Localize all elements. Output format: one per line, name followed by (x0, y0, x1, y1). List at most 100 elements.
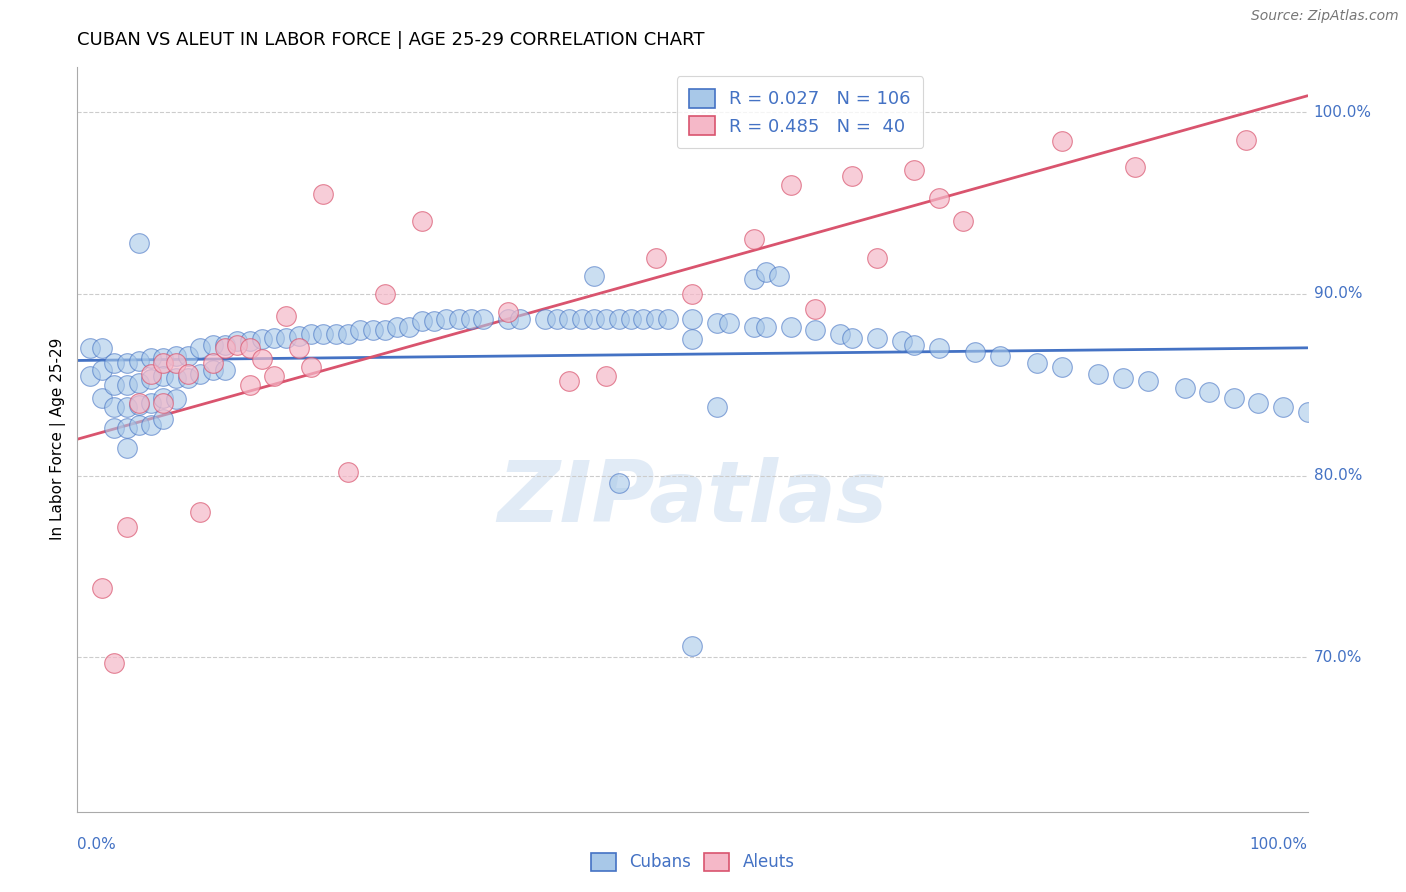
Point (682, 640, 704, 654)
Point (141, 372, 163, 386)
Point (682, 332, 704, 346)
Point (312, 187, 335, 202)
Point (644, 312, 666, 326)
Point (79, 342, 101, 356)
Point (239, 377, 262, 392)
Point (472, 312, 495, 326)
Point (496, 312, 519, 326)
Point (595, 312, 617, 326)
Point (276, 330, 298, 344)
Point (1272, 400, 1295, 414)
Point (226, 334, 249, 349)
Point (177, 370, 200, 384)
Point (188, 505, 212, 519)
Point (90, 581, 114, 595)
Text: 90.0%: 90.0% (1313, 286, 1362, 301)
Point (558, 312, 581, 326)
Point (115, 377, 138, 392)
Point (398, 319, 420, 334)
Point (288, 328, 311, 343)
Point (1296, 405, 1319, 419)
Point (337, 465, 360, 479)
Point (128, 376, 150, 390)
Point (706, 316, 728, 330)
Legend: Cubans, Aleuts: Cubans, Aleuts (583, 846, 801, 878)
Point (115, 519, 138, 533)
Point (90, 391, 114, 405)
Point (841, 330, 863, 344)
Point (165, 349, 187, 363)
Point (780, 178, 803, 192)
Point (830, 326, 852, 341)
Point (411, 214, 433, 228)
Point (890, 334, 912, 349)
Point (312, 326, 335, 341)
Text: 100.0%: 100.0% (1313, 105, 1372, 120)
Point (79, 368, 101, 383)
Point (263, 368, 285, 383)
Point (742, 272, 765, 286)
Point (115, 356, 138, 370)
Point (165, 370, 187, 384)
Point (1174, 381, 1197, 395)
Point (201, 363, 224, 377)
Point (141, 417, 163, 432)
Point (128, 398, 150, 412)
Point (128, 236, 150, 251)
Point (165, 392, 187, 407)
Point (718, 316, 741, 330)
Point (128, 354, 150, 368)
Y-axis label: In Labor Force | Age 25-29: In Labor Force | Age 25-29 (51, 338, 66, 541)
Point (755, 319, 778, 334)
Point (214, 338, 236, 352)
Point (325, 326, 347, 341)
Point (903, 338, 925, 352)
Point (288, 342, 311, 356)
Point (250, 332, 273, 346)
Point (115, 421, 138, 435)
Point (128, 396, 150, 410)
Point (1247, 396, 1270, 410)
Point (90, 342, 114, 356)
Point (1050, 359, 1073, 374)
Point (263, 330, 285, 344)
Point (657, 312, 679, 326)
Point (239, 334, 262, 349)
Point (141, 367, 163, 381)
Point (299, 359, 322, 374)
Point (1112, 370, 1135, 384)
Text: 80.0%: 80.0% (1313, 468, 1362, 483)
Point (361, 323, 384, 337)
Point (115, 442, 138, 456)
Point (201, 338, 224, 352)
Point (349, 323, 371, 337)
Point (620, 312, 643, 326)
Point (742, 319, 765, 334)
Text: Source: ZipAtlas.com: Source: ZipAtlas.com (1251, 9, 1399, 23)
Point (152, 368, 174, 383)
Point (768, 268, 790, 283)
Point (780, 319, 803, 334)
Point (928, 342, 950, 356)
Point (496, 305, 519, 319)
Point (152, 391, 174, 405)
Point (804, 301, 827, 316)
Point (103, 377, 125, 392)
Point (226, 338, 249, 352)
Point (188, 367, 212, 381)
Point (177, 349, 200, 363)
Point (1026, 356, 1049, 370)
Point (866, 251, 889, 265)
Point (1125, 160, 1147, 174)
Point (509, 312, 531, 326)
Point (214, 342, 236, 356)
Point (141, 396, 163, 410)
Point (682, 312, 704, 326)
Point (1223, 391, 1246, 405)
Point (152, 396, 174, 410)
Point (546, 312, 568, 326)
Point (188, 342, 212, 356)
Point (1136, 374, 1159, 388)
Point (534, 312, 557, 326)
Point (571, 312, 593, 326)
